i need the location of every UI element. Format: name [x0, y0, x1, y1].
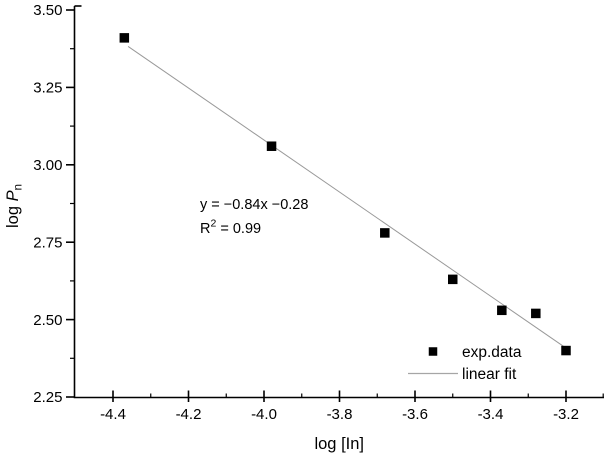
y-tick-label: 2.75 [33, 234, 62, 251]
x-tick-label: -4.2 [176, 406, 202, 423]
data-point [119, 33, 130, 43]
legend-label-exp-data: exp.data [462, 344, 522, 361]
y-tick-label: 2.25 [33, 389, 62, 406]
x-tick-label: -4.0 [251, 406, 277, 423]
y-tick-label: 2.50 [33, 312, 62, 329]
x-tick-label: -4.4 [100, 406, 126, 423]
y-tick-label: 3.00 [33, 157, 62, 174]
y-tick-label: 3.50 [33, 2, 62, 19]
data-point [448, 274, 458, 285]
y-tick-label: 3.25 [33, 80, 62, 97]
x-tick-label: -3.6 [402, 406, 428, 423]
x-tick-label: -3.4 [478, 406, 504, 423]
y-axis-title: log Pn [4, 184, 25, 228]
x-tick-label: -3.2 [553, 406, 579, 423]
data-point [561, 345, 571, 356]
fit-line [127, 45, 567, 349]
legend-label-linear-fit: linear fit [462, 366, 517, 383]
legend-marker-swatch [428, 347, 438, 356]
x-tick-label: -3.8 [327, 406, 353, 423]
x-axis-title: log [In] [314, 435, 364, 453]
fit-equation-text: y = −0.84x −0.28 [200, 197, 308, 213]
data-point [266, 141, 277, 151]
data-point [531, 308, 541, 319]
data-point [497, 305, 507, 316]
data-point [380, 228, 390, 238]
legend: exp.data linear fit [408, 344, 522, 383]
r-squared-text: R2 = 0.99 [200, 218, 261, 238]
